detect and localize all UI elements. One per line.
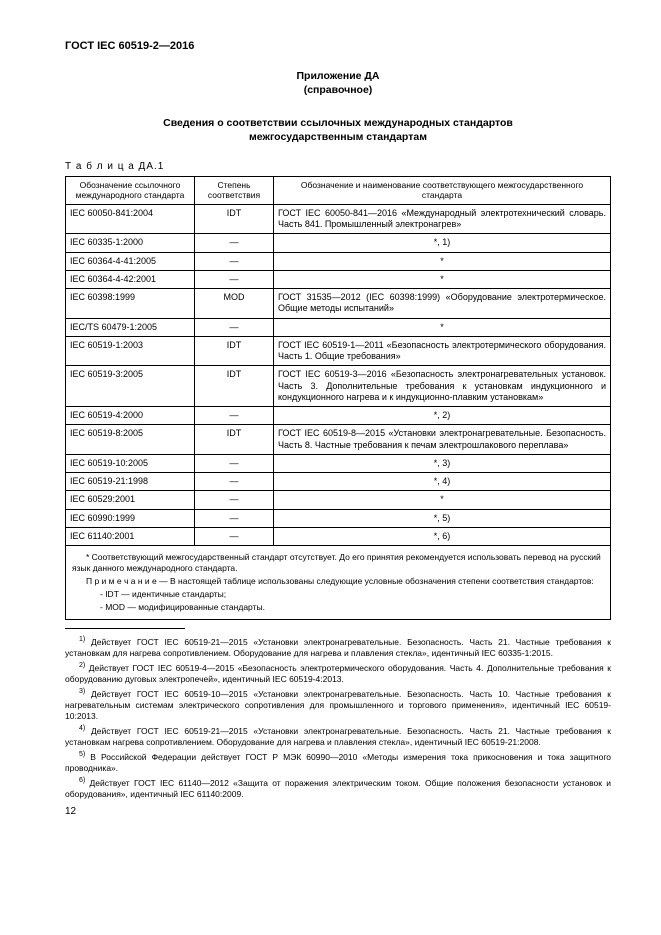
cell-description: ГОСТ IEC 60050-841—2016 «Международный э… (274, 204, 611, 234)
footnote-marker: 2) (79, 662, 85, 669)
footnote-marker: 1) (79, 636, 85, 643)
table-row: IEC 60398:1999MODГОСТ 31535—2012 (IEC 60… (66, 289, 611, 319)
table-caption: Т а б л и ц а ДА.1 (65, 161, 611, 172)
note-line: П р и м е ч а н и е — В настоящей таблиц… (72, 576, 604, 587)
section-title-line2: межгосударственным стандартам (249, 131, 427, 143)
cell-degree: — (195, 473, 274, 491)
note-star: * Соответствующий межгосударственный ста… (72, 552, 604, 574)
table-row: IEC 60519-1:2003IDTГОСТ IEC 60519-1—2011… (66, 336, 611, 366)
cell-degree: — (195, 491, 274, 509)
cell-standard-ref: IEC 60519-8:2005 (66, 425, 195, 455)
cell-description: ГОСТ 31535—2012 (IEC 60398:1999) «Оборуд… (274, 289, 611, 319)
footnote: 5) В Российской Федерации действует ГОСТ… (65, 750, 611, 774)
table-row: IEC/TS 60479-1:2005—* (66, 318, 611, 336)
cell-standard-ref: IEC 60529:2001 (66, 491, 195, 509)
table-row: IEC 60519-4:2000—*, 2) (66, 407, 611, 425)
table-row: IEC 61140:2001—*, 6) (66, 527, 611, 545)
appendix-header: Приложение ДА (справочное) (65, 70, 611, 97)
cell-description: ГОСТ IEC 60519-8—2015 «Установки электро… (274, 425, 611, 455)
table-notes: * Соответствующий межгосударственный ста… (65, 546, 611, 620)
footnote-separator (65, 628, 185, 629)
page-number: 12 (65, 806, 611, 817)
footnote-marker: 4) (79, 725, 85, 732)
cell-degree: IDT (195, 204, 274, 234)
header-col3: Обозначение и наименование соответствующ… (274, 176, 611, 204)
standards-table: Обозначение ссылочного международного ст… (65, 176, 611, 547)
table-row: IEC 60990:1999—*, 5) (66, 509, 611, 527)
cell-standard-ref: IEC 60335-1:2000 (66, 234, 195, 252)
table-row: IEC 60519-21:1998—*, 4) (66, 473, 611, 491)
cell-degree: IDT (195, 336, 274, 366)
appendix-title: Приложение ДА (297, 70, 380, 82)
cell-standard-ref: IEC 60519-1:2003 (66, 336, 195, 366)
header-col2: Степень соответствия (195, 176, 274, 204)
cell-degree: — (195, 509, 274, 527)
table-row: IEC 60335-1:2000—*, 1) (66, 234, 611, 252)
note-text: — В настоящей таблице использованы следу… (159, 576, 594, 586)
appendix-subtitle: (справочное) (304, 84, 373, 96)
cell-standard-ref: IEC 60519-10:2005 (66, 454, 195, 472)
footnote: 1) Действует ГОСТ IEC 60519-21—2015 «Уст… (65, 635, 611, 659)
cell-degree: — (195, 270, 274, 288)
cell-standard-ref: IEC/TS 60479-1:2005 (66, 318, 195, 336)
cell-standard-ref: IEC 60519-4:2000 (66, 407, 195, 425)
cell-description: ГОСТ IEC 60519-1—2011 «Безопасность элек… (274, 336, 611, 366)
cell-degree: — (195, 407, 274, 425)
note-label: П р и м е ч а н и е (86, 576, 157, 586)
cell-description: *, 4) (274, 473, 611, 491)
footnote: 4) Действует ГОСТ IEC 60519-21—2015 «Уст… (65, 724, 611, 748)
footnotes: 1) Действует ГОСТ IEC 60519-21—2015 «Уст… (65, 635, 611, 800)
table-row: IEC 60050-841:2004IDTГОСТ IEC 60050-841—… (66, 204, 611, 234)
cell-description: *, 1) (274, 234, 611, 252)
table-row: IEC 60519-8:2005IDTГОСТ IEC 60519-8—2015… (66, 425, 611, 455)
cell-standard-ref: IEC 60050-841:2004 (66, 204, 195, 234)
cell-degree: IDT (195, 425, 274, 455)
cell-degree: — (195, 454, 274, 472)
cell-description: *, 3) (274, 454, 611, 472)
cell-description: * (274, 318, 611, 336)
cell-description: *, 5) (274, 509, 611, 527)
footnote: 6) Действует ГОСТ IEC 61140—2012 «Защита… (65, 776, 611, 800)
cell-standard-ref: IEC 60398:1999 (66, 289, 195, 319)
cell-degree: — (195, 318, 274, 336)
section-title: Сведения о соответствии ссылочных междун… (65, 117, 611, 144)
table-row: IEC 60364-4-41:2005—* (66, 252, 611, 270)
table-row: IEC 60529:2001—* (66, 491, 611, 509)
document-id: ГОСТ IEC 60519-2—2016 (65, 40, 611, 52)
cell-standard-ref: IEC 60364-4-41:2005 (66, 252, 195, 270)
table-row: IEC 60519-3:2005IDTГОСТ IEC 60519-3—2016… (66, 366, 611, 407)
footnote: 2) Действует ГОСТ IEC 60519-4—2015 «Безо… (65, 661, 611, 685)
cell-degree: — (195, 527, 274, 545)
cell-degree: — (195, 252, 274, 270)
cell-degree: MOD (195, 289, 274, 319)
section-title-line1: Сведения о соответствии ссылочных междун… (163, 117, 513, 129)
cell-description: * (274, 491, 611, 509)
cell-description: *, 6) (274, 527, 611, 545)
table-row: IEC 60364-4-42:2001—* (66, 270, 611, 288)
footnote-marker: 3) (79, 688, 85, 695)
cell-description: * (274, 252, 611, 270)
cell-standard-ref: IEC 60990:1999 (66, 509, 195, 527)
note-mod: - MOD — модифицированные стандарты. (72, 602, 604, 613)
cell-degree: IDT (195, 366, 274, 407)
cell-degree: — (195, 234, 274, 252)
cell-standard-ref: IEC 60519-3:2005 (66, 366, 195, 407)
note-idt: - IDT — идентичные стандарты; (72, 589, 604, 600)
cell-standard-ref: IEC 61140:2001 (66, 527, 195, 545)
footnote-marker: 6) (79, 777, 85, 784)
cell-description: ГОСТ IEC 60519-3—2016 «Безопасность элек… (274, 366, 611, 407)
table-row: IEC 60519-10:2005—*, 3) (66, 454, 611, 472)
cell-standard-ref: IEC 60364-4-42:2001 (66, 270, 195, 288)
header-col1: Обозначение ссылочного международного ст… (66, 176, 195, 204)
cell-description: *, 2) (274, 407, 611, 425)
footnote: 3) Действует ГОСТ IEC 60519-10—2015 «Уст… (65, 687, 611, 722)
footnote-marker: 5) (79, 751, 85, 758)
cell-description: * (274, 270, 611, 288)
cell-standard-ref: IEC 60519-21:1998 (66, 473, 195, 491)
